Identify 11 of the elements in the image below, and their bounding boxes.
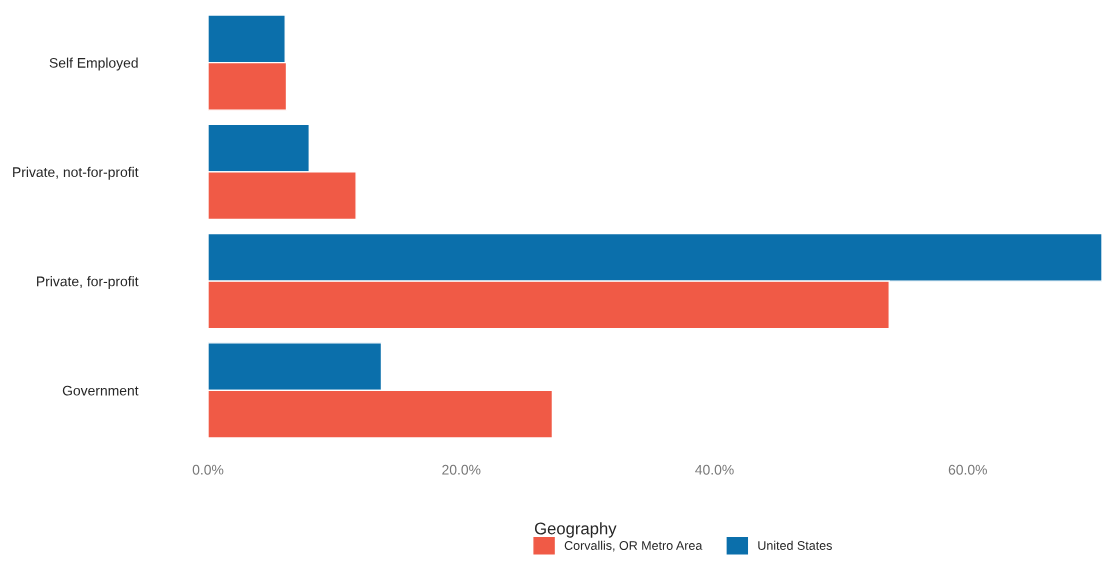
y-tick-label: Self Employed [49, 57, 138, 71]
legend-label: Corvallis, OR Metro Area [564, 540, 703, 552]
y-tick-label: Private, not-for-profit [13, 166, 139, 180]
y-tick-label: Private, for-profit [37, 276, 139, 290]
x-tick-label: 40.0% [695, 464, 734, 475]
x-tick-label: 0.0% [192, 464, 224, 475]
y-tick-label: Government [62, 385, 139, 396]
x-tick-label: 60.0% [948, 464, 987, 475]
legend-title: Geography [534, 522, 617, 538]
legend-label: United States [758, 540, 832, 550]
x-tick-label: 20.0% [442, 464, 481, 475]
